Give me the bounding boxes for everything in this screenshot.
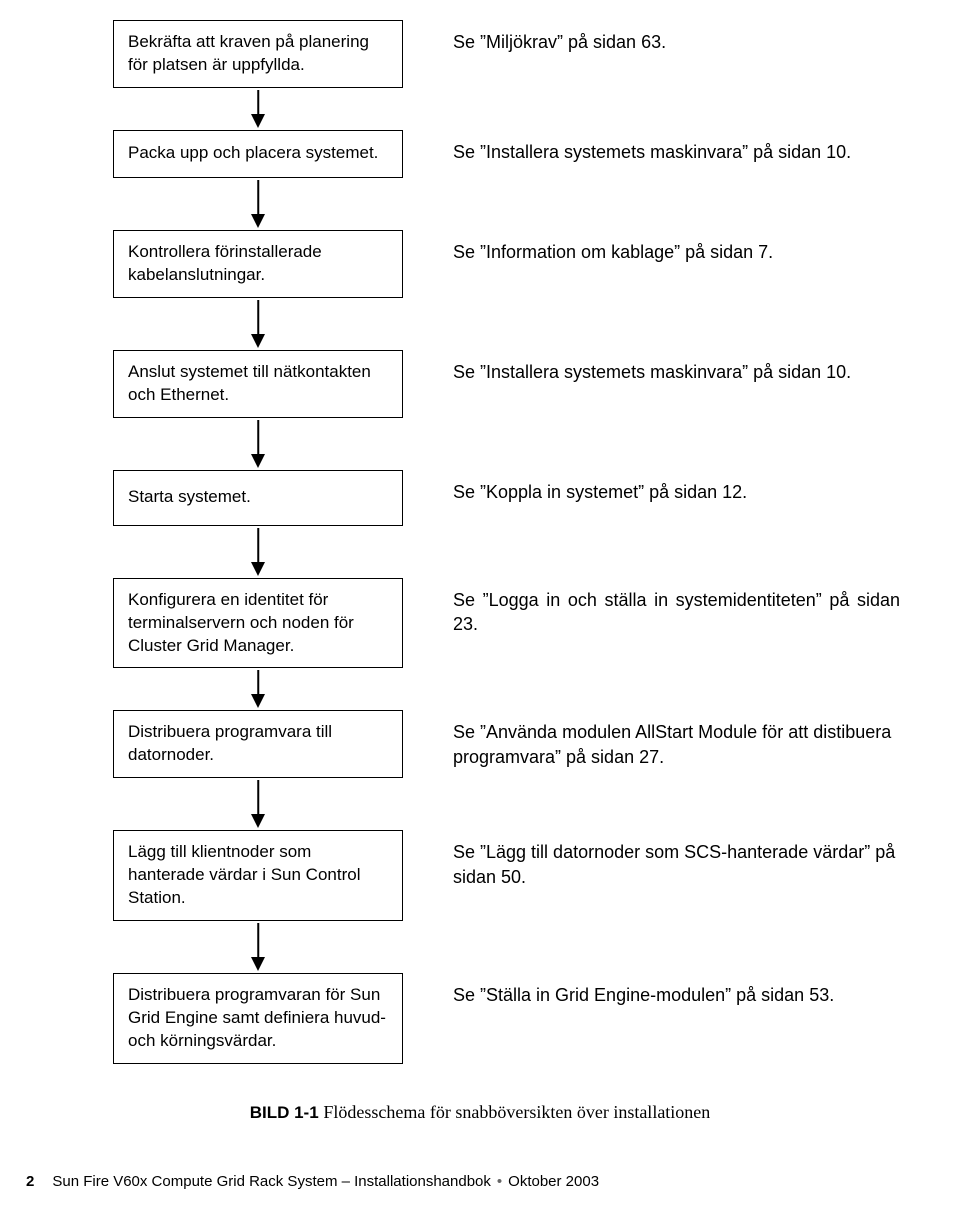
flow-ref-text: Se ”Installera systemets maskinvara” på …	[453, 140, 900, 164]
flow-arrow	[113, 298, 403, 350]
flow-box: Distribuera programvaran för Sun Grid En…	[113, 973, 403, 1064]
flow-ref-text: Se ”Information om kablage” på sidan 7.	[453, 240, 900, 264]
flow-ref-text: Se ”Ställa in Grid Engine-modulen” på si…	[453, 983, 900, 1007]
flow-arrow	[113, 668, 403, 710]
flow-arrow	[113, 526, 403, 578]
caption-text: Flödesschema för snabböversikten över in…	[323, 1102, 710, 1122]
flow-row: Starta systemet. Se ”Koppla in systemet”…	[0, 470, 960, 526]
flow-ref-text: Se ”Installera systemets maskinvara” på …	[453, 360, 900, 384]
footer-doc-title: Sun Fire V60x Compute Grid Rack System –…	[52, 1173, 491, 1190]
flow-box-text: Distribuera programvara till datornoder.	[128, 721, 388, 767]
flow-ref-text: Se ”Koppla in systemet” på sidan 12.	[453, 480, 900, 504]
caption-label: BILD 1-1	[250, 1103, 319, 1122]
flow-row: Distribuera programvaran för Sun Grid En…	[0, 973, 960, 1064]
flow-box: Packa upp och placera systemet.	[113, 130, 403, 178]
flow-arrow	[113, 418, 403, 470]
flow-row: Lägg till klientnoder som hanterade värd…	[0, 830, 960, 921]
flow-box-text: Packa upp och placera systemet.	[128, 142, 378, 165]
flow-box-text: Anslut systemet till nätkontakten och Et…	[128, 361, 388, 407]
document-page: Bekräfta att kraven på planering för pla…	[0, 0, 960, 1220]
flow-box: Bekräfta att kraven på planering för pla…	[113, 20, 403, 88]
flow-box: Anslut systemet till nätkontakten och Et…	[113, 350, 403, 418]
flow-box: Lägg till klientnoder som hanterade värd…	[113, 830, 403, 921]
flow-row: Anslut systemet till nätkontakten och Et…	[0, 350, 960, 418]
flow-box-text: Konfigurera en identitet för terminalser…	[128, 589, 388, 658]
flow-arrow	[113, 88, 403, 130]
page-number: 2	[26, 1173, 34, 1190]
footer-bullet: •	[497, 1173, 502, 1190]
flow-box: Kontrollera förinstallerade kabelanslutn…	[113, 230, 403, 298]
flow-row: Konfigurera en identitet för terminalser…	[0, 578, 960, 669]
flow-ref-text: Se ”Lägg till datornoder som SCS-hantera…	[453, 840, 900, 889]
flow-ref-text: Se ”Använda modulen AllStart Module för …	[453, 720, 900, 769]
flow-ref-text: Se ”Logga in och ställa in systemidentit…	[453, 588, 900, 637]
flowchart: Bekräfta att kraven på planering för pla…	[0, 20, 960, 1064]
flow-box-text: Starta systemet.	[128, 486, 251, 509]
figure-caption: BILD 1-1 Flödesschema för snabböversikte…	[0, 1102, 960, 1123]
flow-box-text: Kontrollera förinstallerade kabelanslutn…	[128, 241, 388, 287]
flow-arrow	[113, 178, 403, 230]
flow-row: Packa upp och placera systemet. Se ”Inst…	[0, 130, 960, 178]
flow-box-text: Bekräfta att kraven på planering för pla…	[128, 31, 388, 77]
flow-box-text: Lägg till klientnoder som hanterade värd…	[128, 841, 388, 910]
flow-arrow	[113, 921, 403, 973]
page-footer: 2 Sun Fire V60x Compute Grid Rack System…	[0, 1173, 960, 1190]
flow-row: Kontrollera förinstallerade kabelanslutn…	[0, 230, 960, 298]
flow-arrow	[113, 778, 403, 830]
flow-row: Distribuera programvara till datornoder.…	[0, 710, 960, 778]
flow-ref-text: Se ”Miljökrav” på sidan 63.	[453, 30, 900, 54]
flow-box: Starta systemet.	[113, 470, 403, 526]
flow-box-text: Distribuera programvaran för Sun Grid En…	[128, 984, 388, 1053]
flow-box: Distribuera programvara till datornoder.	[113, 710, 403, 778]
footer-date: Oktober 2003	[508, 1173, 599, 1190]
flow-row: Bekräfta att kraven på planering för pla…	[0, 20, 960, 88]
flow-box: Konfigurera en identitet för terminalser…	[113, 578, 403, 669]
